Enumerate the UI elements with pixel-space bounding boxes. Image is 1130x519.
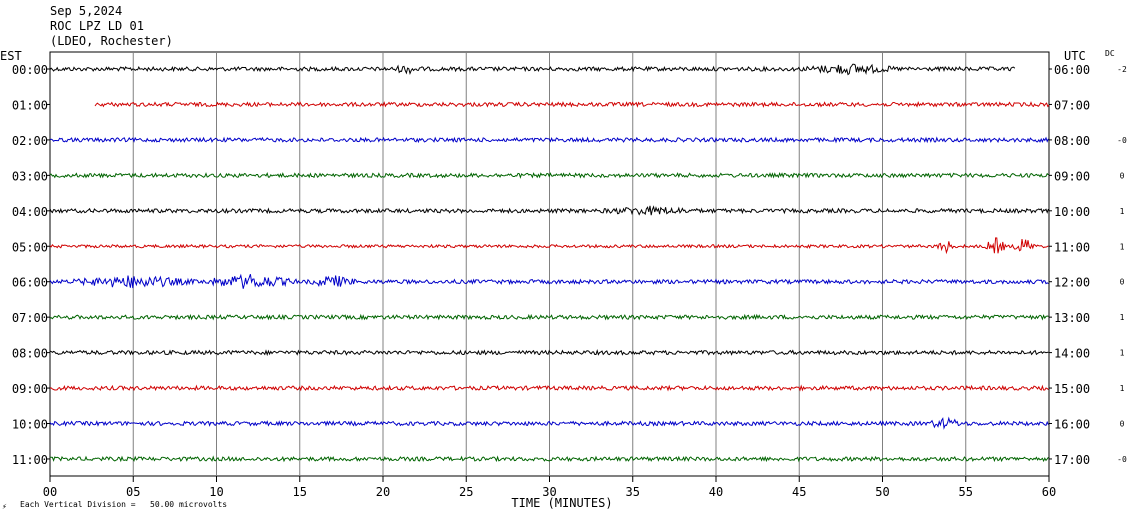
header-network: (LDEO, Rochester) — [50, 34, 173, 48]
seismic-trace — [49, 384, 1049, 392]
dc-label: DC — [1105, 49, 1115, 58]
scale-icon: ⚡ — [2, 502, 7, 511]
utc-hour-label: 06:00 — [1054, 63, 1090, 77]
x-tick-label: 20 — [376, 485, 390, 499]
dc-offset-label: 1 — [1120, 207, 1125, 216]
dc-offset-label: 0 — [1120, 420, 1125, 429]
est-hour-label: 08:00 — [12, 347, 48, 361]
x-tick-label: 00 — [43, 485, 57, 499]
utc-hour-label: 15:00 — [1054, 382, 1090, 396]
est-hour-label: 01:00 — [12, 98, 48, 112]
utc-zone-label: UTC — [1064, 49, 1086, 63]
utc-hour-label: 13:00 — [1054, 311, 1090, 325]
x-tick-label: 55 — [959, 485, 973, 499]
scale-note: Each Vertical Division = 50.00 microvolt… — [20, 500, 228, 509]
seismic-trace — [94, 100, 1050, 108]
x-tick-label: 05 — [126, 485, 140, 499]
x-tick-label: 15 — [293, 485, 307, 499]
seismic-trace — [49, 205, 1049, 216]
est-hour-label: 07:00 — [12, 311, 48, 325]
x-axis-title: TIME (MINUTES) — [511, 496, 612, 510]
est-hour-label: 04:00 — [12, 205, 48, 219]
dc-offset-label: 1 — [1120, 242, 1125, 251]
seismic-trace — [49, 313, 1049, 321]
utc-hour-label: 08:00 — [1054, 134, 1090, 148]
x-tick-label: 45 — [792, 485, 806, 499]
dc-offset-label: 0 — [1120, 278, 1125, 287]
est-hour-label: 02:00 — [12, 134, 48, 148]
x-tick-label: 60 — [1042, 485, 1056, 499]
seismic-trace — [49, 136, 1049, 144]
est-hour-label: 03:00 — [12, 169, 48, 183]
dc-offset-label: -0 — [1117, 136, 1127, 145]
seismic-trace — [49, 172, 1049, 179]
est-hour-label: 09:00 — [12, 382, 48, 396]
x-tick-label: 10 — [209, 485, 223, 499]
x-tick-label: 25 — [459, 485, 473, 499]
dc-offset-label: 1 — [1120, 313, 1125, 322]
x-tick-label: 40 — [709, 485, 723, 499]
seismic-trace — [49, 63, 1016, 76]
est-hour-label: 11:00 — [12, 453, 48, 467]
x-tick-label: 30 — [542, 485, 556, 499]
dc-offset-label: -0 — [1117, 455, 1127, 464]
utc-hour-label: 12:00 — [1054, 276, 1090, 290]
header-date: Sep 5,2024 — [50, 4, 123, 18]
est-hour-label: 05:00 — [12, 240, 48, 254]
utc-hour-label: 16:00 — [1054, 418, 1090, 432]
x-tick-label: 50 — [875, 485, 889, 499]
seismic-trace — [49, 349, 1049, 357]
header-station: ROC LPZ LD 01 — [50, 19, 144, 33]
x-tick-label: 35 — [626, 485, 640, 499]
utc-hour-label: 11:00 — [1054, 240, 1090, 254]
dc-offset-label: 0 — [1120, 171, 1125, 180]
dc-offset-label: -2 — [1117, 65, 1127, 74]
seismic-trace — [49, 416, 1049, 430]
dc-offset-label: 1 — [1120, 349, 1125, 358]
est-hour-label: 06:00 — [12, 276, 48, 290]
seismic-trace — [50, 455, 1049, 463]
est-hour-label: 10:00 — [12, 418, 48, 432]
est-zone-label: EST — [0, 49, 22, 63]
utc-hour-label: 09:00 — [1054, 169, 1090, 183]
utc-hour-label: 14:00 — [1054, 347, 1090, 361]
utc-hour-label: 07:00 — [1054, 98, 1090, 112]
utc-hour-label: 17:00 — [1054, 453, 1090, 467]
est-hour-label: 00:00 — [12, 63, 48, 77]
seismic-trace — [49, 273, 1049, 289]
dc-offset-label: 1 — [1120, 384, 1125, 393]
seismic-trace — [49, 237, 1049, 255]
utc-hour-label: 10:00 — [1054, 205, 1090, 219]
